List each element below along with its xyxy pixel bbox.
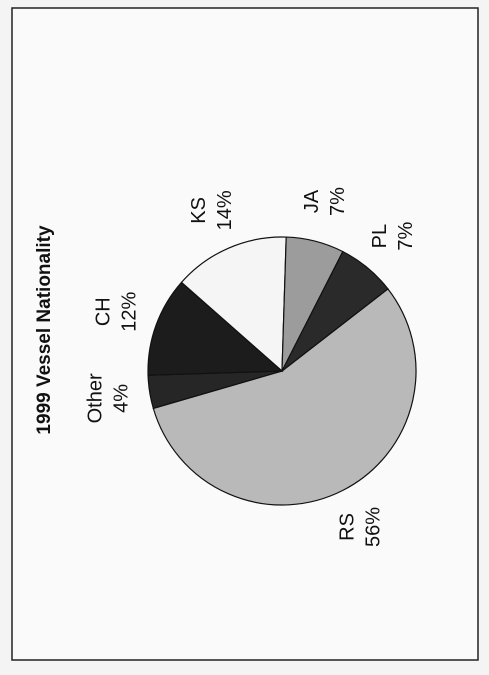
slice-value-label: 56% [363,507,385,547]
pie-slice [147,281,284,376]
slice-value-label: 14% [214,190,236,230]
slice-value-label: 7% [327,187,349,216]
pie-slice [281,250,389,372]
slice-value-label: 4% [110,384,132,413]
slice-name: CH [93,297,115,326]
slice-name: PL [369,224,391,248]
pie-slice [152,288,417,506]
chart-title: 1999 Vessel Nationality [34,225,55,435]
slice-value-label: 12% [119,291,141,331]
pie-slice [180,236,287,373]
slice-name: JA [301,189,323,213]
slice-value-label: 7% [395,221,417,250]
slice-name: KS [188,197,210,224]
slice-name: Other [84,373,106,423]
slice-name: RS [337,513,359,541]
